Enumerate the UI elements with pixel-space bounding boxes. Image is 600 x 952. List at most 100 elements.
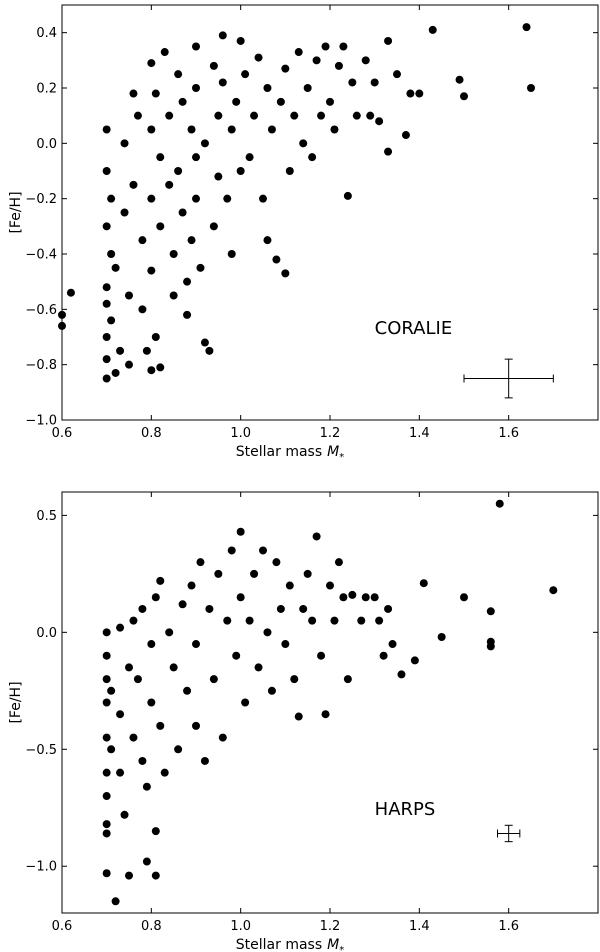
data-point (223, 194, 232, 203)
data-point (102, 733, 111, 742)
data-point (125, 360, 133, 369)
data-point (156, 721, 165, 730)
data-point (236, 593, 245, 602)
data-point (375, 117, 384, 126)
data-point (147, 59, 156, 68)
data-point (129, 180, 138, 189)
data-point (187, 236, 196, 245)
data-point (151, 593, 160, 602)
data-point (102, 374, 111, 383)
data-point (330, 616, 339, 625)
data-point (183, 686, 192, 695)
data-point (214, 172, 223, 181)
data-point (388, 640, 397, 649)
x-tick-label: 1.6 (498, 919, 519, 934)
data-point (102, 869, 111, 878)
data-point (156, 363, 165, 372)
data-point (102, 333, 111, 341)
data-point (209, 675, 218, 684)
data-point (178, 600, 187, 609)
data-point (102, 792, 111, 801)
data-point (259, 546, 267, 555)
data-point (192, 84, 200, 92)
data-point (401, 131, 410, 140)
data-point (370, 78, 379, 87)
y-tick-label: −0.2 (25, 192, 57, 207)
data-point (116, 346, 125, 355)
data-point (312, 56, 321, 65)
data-point (232, 651, 241, 660)
data-point (241, 70, 250, 79)
data-point (352, 111, 361, 120)
data-point (209, 61, 218, 70)
data-point (160, 768, 169, 777)
data-point (102, 675, 111, 684)
data-point (317, 651, 326, 660)
data-point (151, 89, 160, 98)
data-point (200, 756, 209, 765)
data-point (299, 139, 308, 148)
data-point (294, 712, 303, 721)
x-axis-label-text: Stellar mass (236, 444, 322, 460)
data-point (330, 125, 339, 134)
data-point (321, 42, 330, 51)
data-point (196, 558, 205, 567)
data-point (361, 56, 370, 65)
x-tick-label: 1.2 (320, 426, 341, 441)
data-point (178, 208, 187, 217)
data-point (254, 53, 263, 62)
data-point (102, 222, 111, 231)
data-point (111, 263, 120, 272)
data-point (214, 569, 223, 578)
data-point (183, 310, 192, 319)
data-point (321, 710, 330, 719)
data-point (245, 616, 254, 625)
x-tick-label: 1.6 (498, 426, 519, 441)
data-point (138, 305, 147, 314)
plot-frame (61, 4, 599, 421)
data-point (209, 222, 218, 231)
data-point (232, 97, 241, 106)
data-point (102, 768, 111, 777)
data-point (102, 628, 111, 637)
data-point (116, 768, 125, 777)
data-point (165, 111, 174, 120)
x-tick-label: 1.0 (230, 919, 251, 934)
data-point (147, 640, 156, 649)
data-point (142, 782, 151, 791)
data-point (151, 827, 160, 836)
data-point (174, 745, 183, 754)
data-point (366, 111, 375, 120)
data-point (294, 48, 303, 57)
data-point (254, 663, 263, 672)
data-point (375, 616, 384, 625)
data-point (236, 167, 245, 175)
x-tick-label: 1.4 (409, 426, 430, 441)
data-point (156, 153, 165, 162)
data-point (116, 623, 125, 632)
data-point (200, 338, 209, 347)
data-point (160, 48, 169, 57)
data-point (384, 147, 393, 156)
data-point (138, 236, 147, 245)
panel-label: HARPS (375, 799, 436, 820)
data-point (227, 125, 236, 134)
data-point (384, 36, 393, 45)
data-point (549, 586, 558, 595)
x-axis-label-symbol: M (327, 937, 339, 952)
data-point (156, 222, 165, 231)
data-point (384, 604, 393, 613)
data-point (276, 604, 285, 613)
data-point (187, 581, 196, 590)
data-point (343, 191, 352, 200)
data-point (174, 167, 183, 175)
data-point (138, 756, 147, 765)
y-axis-label: [Fe/H] (8, 191, 24, 233)
y-tick-label: −0.6 (25, 303, 57, 318)
data-point (66, 288, 75, 297)
data-point (102, 651, 111, 660)
data-point (303, 569, 312, 578)
data-point (272, 558, 281, 567)
data-point (125, 663, 133, 672)
data-point (218, 31, 227, 40)
